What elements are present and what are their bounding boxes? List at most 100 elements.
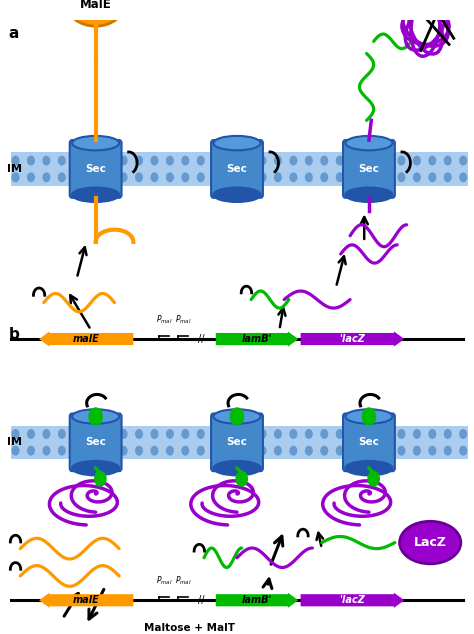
Circle shape: [198, 446, 204, 455]
Circle shape: [445, 446, 451, 455]
Circle shape: [43, 157, 50, 165]
Circle shape: [321, 446, 328, 455]
Circle shape: [367, 173, 374, 181]
Ellipse shape: [67, 0, 124, 26]
Circle shape: [230, 408, 244, 425]
Circle shape: [151, 173, 158, 181]
Circle shape: [120, 430, 127, 438]
Text: Sec: Sec: [85, 164, 106, 174]
Circle shape: [228, 157, 235, 165]
Circle shape: [136, 157, 142, 165]
Text: a: a: [9, 26, 19, 41]
Text: //: //: [199, 334, 205, 344]
Circle shape: [90, 446, 96, 455]
Text: 'lacZ: 'lacZ: [339, 334, 365, 344]
Ellipse shape: [213, 461, 261, 476]
Circle shape: [244, 173, 250, 181]
Circle shape: [58, 173, 65, 181]
Ellipse shape: [72, 188, 119, 202]
Text: LacZ: LacZ: [414, 536, 447, 549]
Circle shape: [368, 472, 379, 486]
Bar: [11, 425, 468, 459]
Ellipse shape: [346, 461, 392, 476]
Text: IM: IM: [7, 437, 22, 448]
Circle shape: [105, 446, 111, 455]
Circle shape: [12, 173, 19, 181]
Circle shape: [58, 446, 65, 455]
Circle shape: [429, 446, 436, 455]
Circle shape: [337, 157, 343, 165]
Circle shape: [362, 408, 375, 425]
Circle shape: [58, 430, 65, 438]
Circle shape: [182, 430, 189, 438]
Circle shape: [228, 430, 235, 438]
Ellipse shape: [72, 136, 119, 150]
Ellipse shape: [72, 461, 119, 476]
Circle shape: [213, 157, 219, 165]
Circle shape: [367, 446, 374, 455]
Circle shape: [120, 157, 127, 165]
Circle shape: [90, 157, 96, 165]
Ellipse shape: [72, 410, 119, 424]
Circle shape: [58, 157, 65, 165]
FancyBboxPatch shape: [70, 140, 121, 198]
Circle shape: [228, 446, 235, 455]
Circle shape: [274, 157, 281, 165]
Text: $P_{mal}$: $P_{mal}$: [174, 574, 191, 587]
Circle shape: [352, 446, 358, 455]
Circle shape: [90, 173, 96, 181]
Text: Maltose + MalT: Maltose + MalT: [145, 623, 236, 633]
Circle shape: [460, 157, 466, 165]
Circle shape: [445, 173, 451, 181]
Text: malE: malE: [73, 595, 100, 605]
Circle shape: [398, 173, 405, 181]
Circle shape: [105, 430, 111, 438]
Text: Sec: Sec: [358, 164, 379, 174]
Circle shape: [182, 157, 189, 165]
Circle shape: [244, 157, 250, 165]
Circle shape: [244, 446, 250, 455]
Circle shape: [198, 173, 204, 181]
Circle shape: [321, 173, 328, 181]
Text: b: b: [9, 327, 19, 342]
Circle shape: [398, 430, 405, 438]
Text: lamB': lamB': [242, 595, 272, 605]
Circle shape: [74, 430, 81, 438]
Circle shape: [383, 157, 389, 165]
Circle shape: [105, 157, 111, 165]
Circle shape: [383, 430, 389, 438]
FancyBboxPatch shape: [211, 140, 263, 198]
Circle shape: [213, 446, 219, 455]
Circle shape: [352, 430, 358, 438]
Ellipse shape: [346, 188, 392, 202]
Circle shape: [337, 173, 343, 181]
Circle shape: [290, 430, 297, 438]
Circle shape: [352, 157, 358, 165]
Ellipse shape: [213, 136, 261, 150]
Circle shape: [136, 173, 142, 181]
FancyBboxPatch shape: [70, 413, 121, 471]
Text: $P_{mal}$: $P_{mal}$: [155, 574, 172, 587]
Circle shape: [367, 430, 374, 438]
Circle shape: [236, 472, 247, 486]
Circle shape: [120, 173, 127, 181]
Circle shape: [352, 173, 358, 181]
Circle shape: [74, 157, 81, 165]
Text: $P_{mal}$: $P_{mal}$: [174, 313, 191, 326]
Circle shape: [166, 157, 173, 165]
Circle shape: [274, 173, 281, 181]
Text: Sec: Sec: [227, 164, 247, 174]
Circle shape: [151, 157, 158, 165]
Circle shape: [306, 157, 312, 165]
Circle shape: [274, 430, 281, 438]
Circle shape: [27, 430, 34, 438]
Circle shape: [27, 173, 34, 181]
Circle shape: [182, 173, 189, 181]
Circle shape: [12, 446, 19, 455]
Circle shape: [74, 446, 81, 455]
Circle shape: [414, 173, 420, 181]
Circle shape: [383, 446, 389, 455]
Circle shape: [136, 430, 142, 438]
Circle shape: [321, 430, 328, 438]
Circle shape: [259, 430, 266, 438]
